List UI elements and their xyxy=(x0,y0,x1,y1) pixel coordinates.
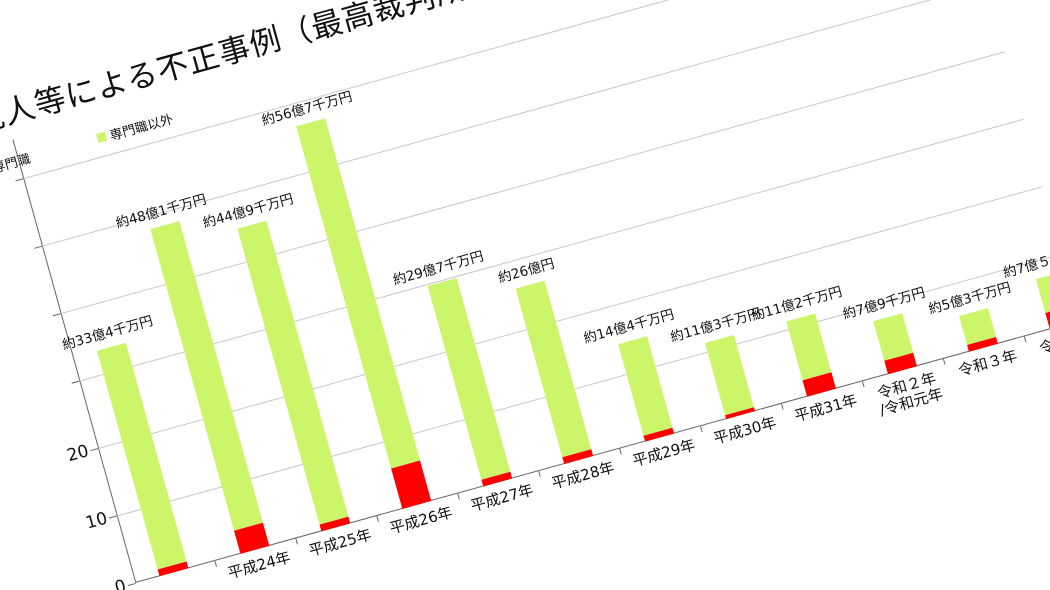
y-tick xyxy=(90,448,99,452)
bar-segment-non-professional xyxy=(704,334,754,416)
bar-segment-non-professional xyxy=(618,336,673,437)
y-tick xyxy=(34,245,43,249)
data-label: 約5億3千万円 xyxy=(926,279,1013,318)
bar-segment-non-professional xyxy=(150,221,263,531)
bar-stack xyxy=(237,220,351,532)
bar-stack xyxy=(515,280,594,465)
bar-segment-non-professional xyxy=(427,278,511,480)
y-tick xyxy=(108,515,117,519)
y-tick xyxy=(52,313,61,317)
bar-segment-non-professional xyxy=(515,280,592,458)
x-tick xyxy=(861,381,865,388)
bar-stack xyxy=(97,342,189,577)
data-label: 約7億9千万円 xyxy=(840,284,927,323)
bar-segment-non-professional xyxy=(1035,270,1050,313)
bar-stack xyxy=(873,312,917,375)
bar-stack xyxy=(618,336,675,442)
data-label: 約7億５千万円 xyxy=(1001,241,1050,281)
bar-stack xyxy=(786,313,836,397)
bar-segment-non-professional xyxy=(97,342,187,570)
y-tick xyxy=(71,380,80,384)
x-tick xyxy=(1023,336,1027,343)
x-tick xyxy=(376,515,379,522)
bar-segment-non-professional xyxy=(237,220,349,525)
plot-area: 0 10 20 約33億4千万円 約48億1千万円 平成24年 約44億9千万円 平成25年約… xyxy=(12,0,1050,590)
x-tick xyxy=(214,560,217,567)
y-tick xyxy=(127,582,136,587)
bar-stack xyxy=(1035,270,1050,330)
bar-stack xyxy=(427,278,513,487)
y-tick xyxy=(15,178,24,182)
x-tick xyxy=(700,426,703,433)
x-tick xyxy=(457,493,460,500)
bar-segment-non-professional xyxy=(786,313,832,380)
x-tick xyxy=(619,448,622,455)
x-tick xyxy=(942,358,946,365)
x-tick xyxy=(538,470,541,478)
y-tick-label: 20 xyxy=(64,441,92,467)
x-tick xyxy=(781,403,784,410)
bar-segment-professional xyxy=(391,460,432,509)
y-tick-label: 10 xyxy=(83,508,110,534)
bar-stack xyxy=(959,308,998,352)
x-tick-label: 令和２年/令和元年 xyxy=(875,368,946,420)
y-tick-label: 0 xyxy=(112,575,129,590)
bar-stack xyxy=(704,334,756,420)
x-tick xyxy=(295,538,298,545)
legend-swatch-green-icon xyxy=(96,131,108,143)
